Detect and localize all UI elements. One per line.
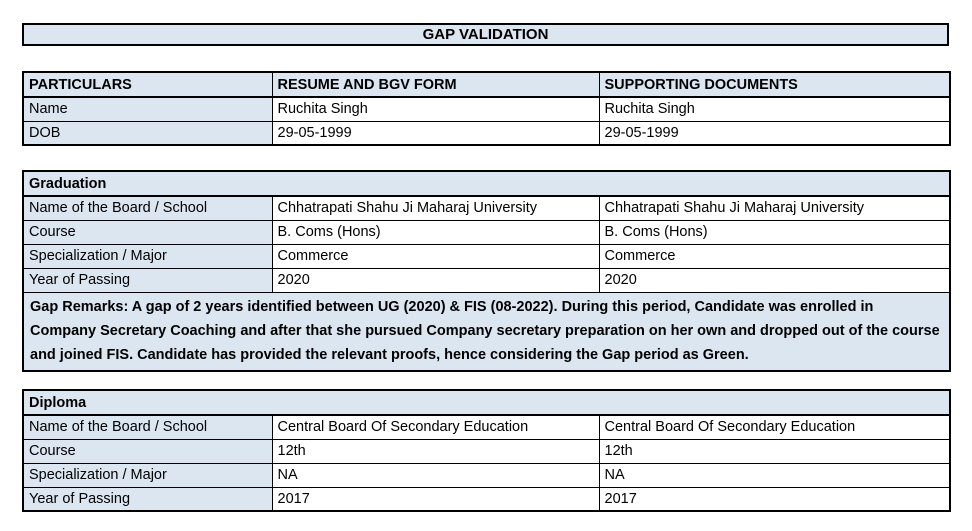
resume-value-cell: Commerce <box>271 243 600 269</box>
table-row-specialization: Specialization / Major Commerce Commerce <box>22 243 951 269</box>
section-title: Diploma <box>22 389 951 416</box>
supporting-value-cell: Chhatrapati Shahu Ji Maharaj University <box>598 195 951 221</box>
supporting-value-cell: 2017 <box>598 486 951 512</box>
row-label-cell: DOB <box>22 120 273 146</box>
header-cell-supporting-docs: SUPPORTING DOCUMENTS <box>598 71 951 98</box>
row-label-cell: Specialization / Major <box>22 243 273 269</box>
table-row-course: Course B. Coms (Hons) B. Coms (Hons) <box>22 219 951 245</box>
resume-value-cell: Ruchita Singh <box>271 96 600 122</box>
section-header-row: Diploma <box>22 389 951 416</box>
table-row-board-school: Name of the Board / School Chhatrapati S… <box>22 195 951 221</box>
resume-value-cell: 29-05-1999 <box>271 120 600 146</box>
row-label-cell: Name of the Board / School <box>22 195 273 221</box>
table-row-dob: DOB 29-05-1999 29-05-1999 <box>22 120 951 146</box>
supporting-value-cell: Ruchita Singh <box>598 96 951 122</box>
header-cell-resume-bgv: RESUME AND BGV FORM <box>271 71 600 98</box>
resume-value-cell: 12th <box>271 438 600 464</box>
resume-value-cell: B. Coms (Hons) <box>271 219 600 245</box>
row-label-cell: Specialization / Major <box>22 462 273 488</box>
supporting-value-cell: Central Board Of Secondary Education <box>598 414 951 440</box>
row-label-cell: Name <box>22 96 273 122</box>
table-row-year-of-passing: Year of Passing 2017 2017 <box>22 486 951 512</box>
table-row-year-of-passing: Year of Passing 2020 2020 <box>22 267 951 293</box>
gap-remarks-row: Gap Remarks: A gap of 2 years identified… <box>22 291 951 371</box>
gap-remarks-text: Gap Remarks: A gap of 2 years identified… <box>22 291 951 371</box>
section-table-diploma: Diploma Name of the Board / School Centr… <box>22 389 952 512</box>
supporting-value-cell: 29-05-1999 <box>598 120 951 146</box>
supporting-value-cell: NA <box>598 462 951 488</box>
row-label-cell: Course <box>22 219 273 245</box>
resume-value-cell: 2020 <box>271 267 600 293</box>
supporting-value-cell: Commerce <box>598 243 951 269</box>
supporting-value-cell: B. Coms (Hons) <box>598 219 951 245</box>
row-label-cell: Course <box>22 438 273 464</box>
table-row-board-school: Name of the Board / School Central Board… <box>22 414 951 440</box>
resume-value-cell: Chhatrapati Shahu Ji Maharaj University <box>271 195 600 221</box>
row-label-cell: Name of the Board / School <box>22 414 273 440</box>
table-row-course: Course 12th 12th <box>22 438 951 464</box>
resume-value-cell: 2017 <box>271 486 600 512</box>
section-table-graduation: Graduation Name of the Board / School Ch… <box>22 170 951 372</box>
table-row-specialization: Specialization / Major NA NA <box>22 462 951 488</box>
section-header-row: Graduation <box>22 170 951 197</box>
row-label-cell: Year of Passing <box>22 267 273 293</box>
page-title: GAP VALIDATION <box>22 23 949 46</box>
resume-value-cell: Central Board Of Secondary Education <box>271 414 600 440</box>
resume-value-cell: NA <box>271 462 600 488</box>
supporting-value-cell: 2020 <box>598 267 951 293</box>
table-row-name: Name Ruchita Singh Ruchita Singh <box>22 96 951 122</box>
header-cell-particulars: PARTICULARS <box>22 71 273 98</box>
section-title: Graduation <box>22 170 951 197</box>
particulars-table: PARTICULARS RESUME AND BGV FORM SUPPORTI… <box>22 71 951 146</box>
particulars-header-row: PARTICULARS RESUME AND BGV FORM SUPPORTI… <box>22 71 951 98</box>
supporting-value-cell: 12th <box>598 438 951 464</box>
row-label-cell: Year of Passing <box>22 486 273 512</box>
